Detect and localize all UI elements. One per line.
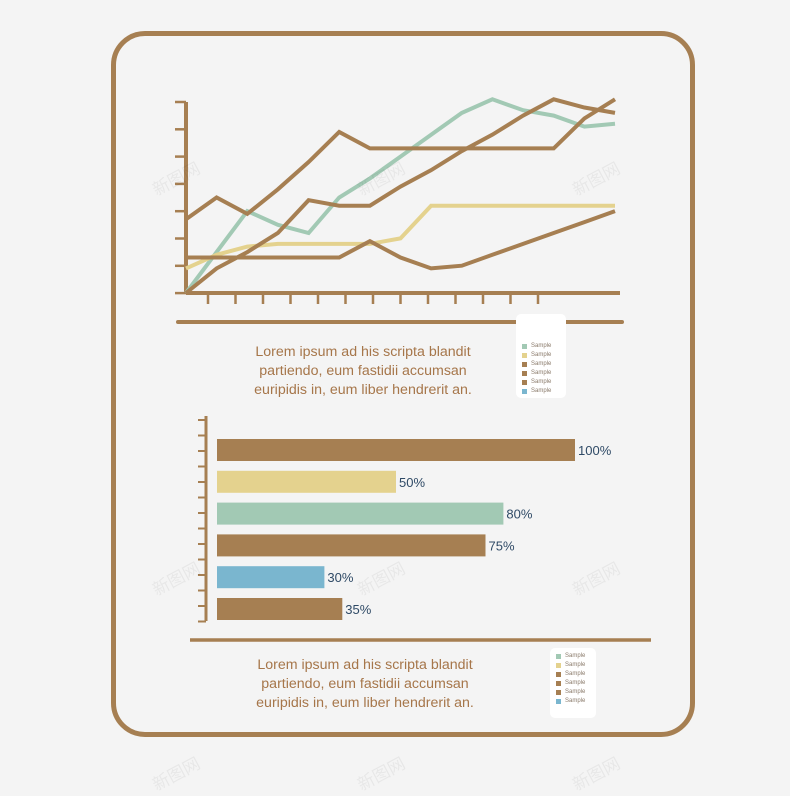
legend-swatch — [556, 690, 561, 695]
legend-label: Sample — [531, 343, 552, 349]
paragraph-bottom: Lorem ipsum ad his scripta blandit parti… — [205, 656, 525, 713]
legend-item: Sample — [556, 679, 590, 688]
legend-label: Sample — [565, 653, 586, 659]
bar-value-label: 30% — [327, 570, 353, 585]
legend-swatch — [522, 380, 527, 385]
legend-item: Sample — [556, 652, 590, 661]
bar-chart-legend: Sample Sample Sample Sample Sample Sample — [550, 648, 596, 718]
legend-item: Sample — [522, 378, 560, 387]
bar-value-label: 35% — [345, 602, 371, 617]
legend-swatch — [522, 371, 527, 376]
legend-label: Sample — [565, 671, 586, 677]
legend-item: Sample — [522, 387, 560, 396]
paragraph-bottom-line-1: Lorem ipsum ad his scripta blandit — [257, 657, 473, 673]
paragraph-top-line-1: Lorem ipsum ad his scripta blandit — [255, 344, 471, 360]
legend-item: Sample — [556, 688, 590, 697]
bar-value-label: 100% — [578, 443, 612, 458]
legend-label: Sample — [565, 662, 586, 668]
paragraph-top-line-3: euripidis in, eum liber hendrerit an. — [254, 382, 472, 398]
paragraph-top: Lorem ipsum ad his scripta blandit parti… — [203, 343, 523, 400]
legend-label: Sample — [565, 698, 586, 704]
legend-swatch — [522, 344, 527, 349]
legend-label: Sample — [531, 388, 552, 394]
bar-1 — [217, 439, 575, 461]
bar-5 — [217, 566, 325, 589]
bar-value-label: 80% — [506, 507, 532, 522]
legend-item: Sample — [556, 697, 590, 706]
legend-item: Sample — [556, 661, 590, 670]
series-line-1 — [184, 97, 616, 295]
bar-4 — [217, 534, 486, 557]
line-chart-legend: Sample Sample Sample Sample Sample Sample — [516, 314, 566, 398]
legend-item: Sample — [556, 670, 590, 679]
legend-label: Sample — [531, 379, 552, 385]
legend-item: Sample — [522, 369, 560, 378]
paragraph-bottom-line-2: partiendo, eum fastidii accumsan — [261, 676, 469, 692]
legend-swatch — [556, 681, 561, 686]
legend-swatch — [522, 362, 527, 367]
bar-value-label: 75% — [489, 538, 515, 553]
paragraph-top-line-2: partiendo, eum fastidii accumsan — [259, 363, 467, 379]
paragraph-bottom-line-3: euripidis in, eum liber hendrerit an. — [256, 695, 474, 711]
legend-item: Sample — [522, 360, 560, 369]
legend-swatch — [556, 672, 561, 677]
series-line-3 — [184, 97, 617, 221]
series-line-5 — [186, 209, 616, 271]
legend-swatch — [522, 353, 527, 358]
legend-label: Sample — [565, 689, 586, 695]
legend-swatch — [556, 699, 561, 704]
legend-swatch — [556, 654, 561, 659]
legend-label: Sample — [565, 680, 586, 686]
line-chart — [175, 97, 624, 324]
bar-3 — [217, 502, 504, 525]
card-frame — [111, 31, 695, 737]
legend-item: Sample — [522, 351, 560, 360]
legend-label: Sample — [531, 370, 552, 376]
legend-label: Sample — [531, 352, 552, 358]
bar-2 — [217, 470, 396, 493]
legend-label: Sample — [531, 361, 552, 367]
legend-swatch — [556, 663, 561, 668]
legend-item: Sample — [522, 342, 560, 351]
bar-value-label: 50% — [399, 475, 425, 490]
series-line-4 — [184, 97, 616, 295]
legend-swatch — [522, 389, 527, 394]
bar-6 — [217, 598, 343, 620]
bar-chart: 100% 50% 80% 75% 30% 35% — [190, 416, 651, 642]
